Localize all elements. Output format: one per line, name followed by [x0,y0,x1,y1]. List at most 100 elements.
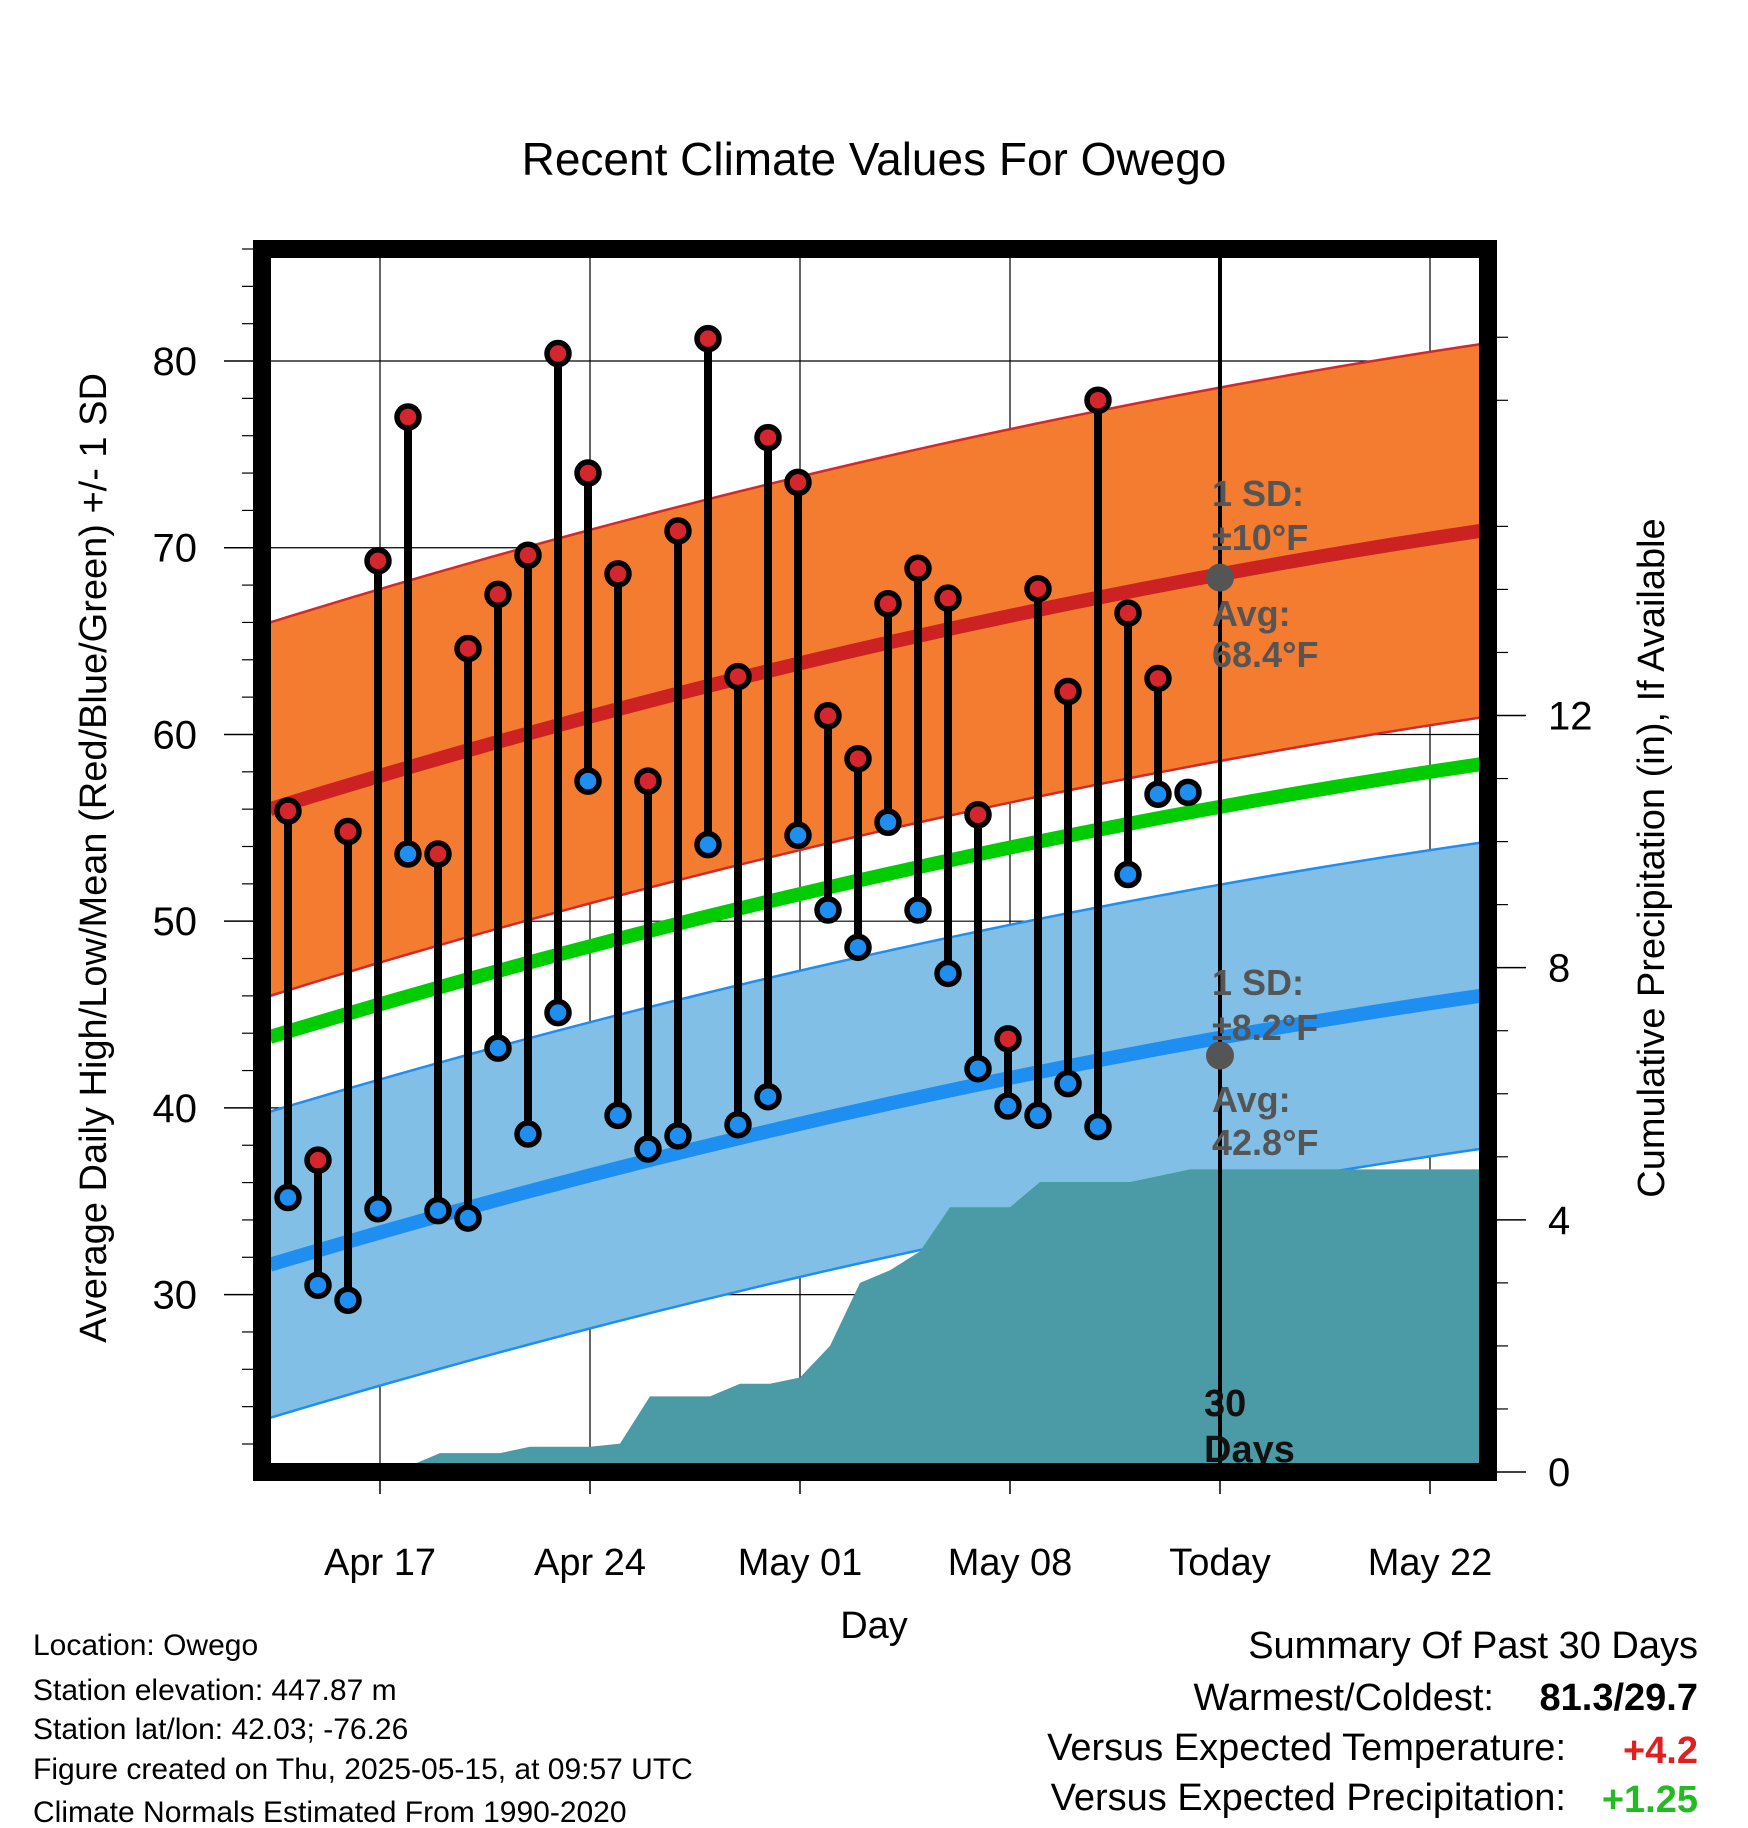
summary-heading: Summary Of Past 30 Days [1248,1625,1698,1667]
daily-low-point [874,808,902,836]
y-tick-label: 60 [153,713,198,757]
daily-low-point [424,1196,452,1225]
daily-high-point [1054,677,1082,706]
precipitation-fill [270,1169,1480,1472]
daily-low-point [1054,1069,1082,1098]
daily-low-point [1174,778,1202,807]
daily-low-point [514,1120,542,1148]
daily-high-point [574,459,602,487]
daily-low-point [904,896,932,924]
daily-low-point [604,1101,632,1130]
figure-created: Figure created on Thu, 2025-05-15, at 09… [33,1753,693,1786]
daily-low-point [454,1204,482,1232]
low-sd-band [270,842,1480,1418]
station-elevation: Station elevation: 447.87 m [33,1674,397,1707]
daily-high-point [454,634,482,663]
daily-high-point [514,541,542,569]
daily-high-point [664,517,692,545]
y2-axis-title: Cumulative Precipitation (in), If Availa… [1631,518,1673,1197]
daily-low-point [994,1092,1022,1120]
daily-high-point [484,580,512,609]
y-tick-label: 30 [153,1274,198,1318]
high-avg-label: Avg: [1212,593,1291,634]
precip-value: +1.25 [1602,1779,1698,1821]
daily-low-point [334,1286,362,1314]
low-sd-value: ±8.2°F [1212,1007,1318,1048]
daily-high-point [904,554,932,583]
daily-low-point [1084,1112,1112,1141]
y-tick-label: 50 [153,900,198,944]
y-tick-label: 80 [153,340,198,384]
daily-high-point [604,560,632,588]
daily-low-point [544,998,572,1027]
low-annotations: 1 SD: ±8.2°F Avg: 42.8°F [1212,962,1318,1163]
daily-high-point [1114,599,1142,627]
daily-low-point [634,1135,662,1163]
daily-high-point [544,339,572,368]
daily-high-point [784,468,812,497]
temp-value: +4.2 [1623,1730,1698,1772]
daily-high-point [874,590,902,618]
daily-low-point [754,1082,782,1111]
daily-low-point [1024,1101,1052,1130]
daily-low-point [664,1122,692,1150]
climate-normals: Climate Normals Estimated From 1990-2020 [33,1796,627,1828]
precipitation-area [270,1169,1480,1472]
daily-high-point [844,744,872,773]
daily-low-point [934,959,962,988]
daily-low-point [1144,780,1172,808]
temp-label: Versus Expected Temperature: [1047,1727,1566,1769]
high-sd-value: ±10°F [1212,517,1308,558]
summary-block: Summary Of Past 30 Days Warmest/Coldest:… [1047,1625,1698,1821]
y2-tick-label: 8 [1548,947,1570,991]
daily-high-point [1144,664,1172,693]
daily-high-point [364,547,392,575]
today-high-average-dot [1206,563,1234,592]
daily-low-point [814,896,842,924]
low-avg-label: Avg: [1212,1079,1291,1120]
daily-high-point [1024,575,1052,603]
plot-frame [253,240,1497,1481]
y-tick-label: 70 [153,527,198,571]
high-sd-band [270,344,1480,996]
today-marker [1206,249,1234,1472]
y2-tick-label: 12 [1548,695,1593,739]
warm-cold-label: Warmest/Coldest: [1193,1677,1494,1719]
low-avg-value: 42.8°F [1212,1122,1318,1163]
high-sd-label: 1 SD: [1212,473,1304,514]
daily-high-point [394,403,422,431]
today-days-number: 30 [1204,1383,1246,1425]
daily-low-point [394,840,422,868]
x-tick-label: May 08 [948,1542,1073,1584]
high-annotations: 1 SD: ±10°F Avg: 68.4°F [1212,473,1318,675]
station-location: Location: Owego [33,1629,258,1662]
daily-low-point [724,1110,752,1139]
high-avg-value: 68.4°F [1212,634,1318,675]
station-latlon: Station lat/lon: 42.03; -76.26 [33,1713,408,1746]
daily-low-point [964,1054,992,1083]
daily-high-point [334,817,362,846]
today-low-average-dot [1206,1041,1234,1070]
x-tick-label: May 22 [1368,1542,1493,1584]
y2-tick-label: 0 [1548,1451,1570,1495]
daily-low-point [364,1194,392,1223]
daily-high-point [424,840,452,868]
warm-cold-value: 81.3/29.7 [1540,1677,1698,1719]
station-info: Location: Owego Station elevation: 447.8… [33,1629,693,1828]
daily-low-point [484,1034,512,1062]
daily-low-point [574,767,602,795]
chart-title: Recent Climate Values For Owego [522,133,1227,185]
daily-high-point [934,584,962,612]
precip-label: Versus Expected Precipitation: [1051,1777,1566,1819]
daily-low-point [694,830,722,859]
x-axis-title: Day [840,1605,908,1647]
daily-high-point [274,797,302,825]
daily-low-point [844,933,872,962]
y-tick-label: 40 [153,1087,198,1131]
low-sd-label: 1 SD: [1212,962,1304,1003]
daily-high-point [994,1025,1022,1053]
daily-high-point [694,324,722,353]
daily-low-point [784,821,812,850]
high-sd-band-upper-edge [269,342,1481,624]
